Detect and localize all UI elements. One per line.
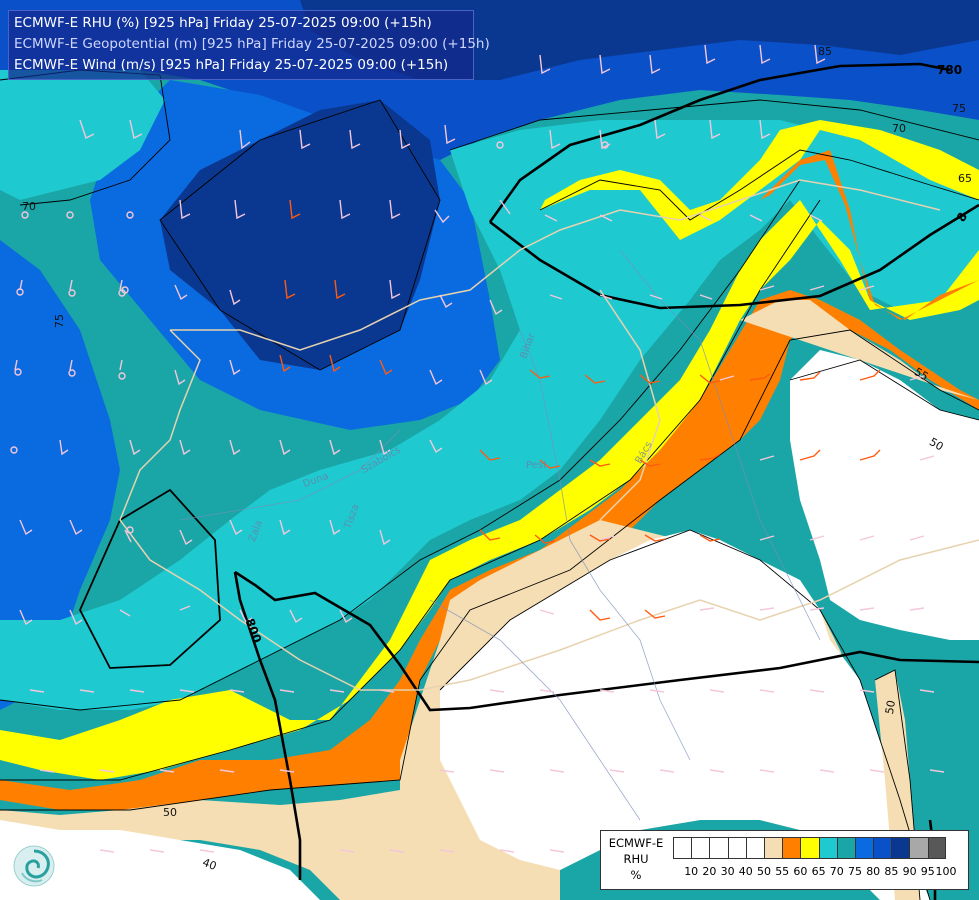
legend-swatch-30 (709, 837, 728, 859)
rhu-label-55-top: 55 (790, 18, 804, 31)
legend-swatch-95 (909, 837, 928, 859)
rhu-fill-nw-cyan (0, 70, 165, 200)
ecmwf-swirl-logo-icon (12, 843, 56, 889)
legend-tick-40: 40 (738, 865, 753, 878)
title-wind: ECMWF-E Wind (m/s) [925 hPa] Friday 25-0… (14, 57, 449, 73)
legend-caption-model: ECMWF-E (608, 836, 664, 850)
legend-swatch-60 (782, 837, 801, 859)
legend-swatch-65 (800, 837, 819, 859)
rhu-fill-white-sw (0, 820, 320, 900)
rhu-label-65-ne: 65 (958, 172, 972, 185)
legend-swatch-70 (818, 837, 837, 859)
legend-tick-95: 95 (920, 865, 935, 878)
wind-barbs (10, 44, 945, 853)
legend-tick-100: 100 (935, 865, 957, 878)
rhu-fill-white-east (790, 350, 979, 640)
title-geopotential: ECMWF-E Geopotential (m) [925 hPa] Frida… (14, 36, 490, 52)
rivers (179, 249, 821, 821)
rhu-label-50-sw: 50 (163, 806, 177, 819)
rhu-label-50-s: 50 (883, 699, 898, 715)
legend-tick-labels: 10 20 30 40 50 55 60 65 70 75 80 85 90 95 100 (673, 865, 973, 879)
legend-swatch-50 (745, 837, 764, 859)
geopotential-label-780: 780 (937, 63, 962, 77)
rhu-fill-west-blue (0, 240, 120, 710)
legend-tick-10: 10 (684, 865, 699, 878)
rhu-label-75-w: 75 (53, 314, 66, 328)
legend-tick-20: 20 (702, 865, 717, 878)
legend-tick-50: 50 (757, 865, 771, 878)
legend-tick-60: 60 (793, 865, 808, 878)
rhu-label-40: 40 (201, 856, 219, 873)
legend-tick-65: 65 (811, 865, 826, 878)
legend-tick-30: 30 (720, 865, 735, 878)
geopotential-800-west-line (233, 571, 302, 880)
rhu-fill-yellow (0, 120, 979, 780)
legend-caption-variable: RHU (623, 852, 649, 866)
rhu-label-70-ne: 70 (892, 122, 906, 135)
place-label-pest: Pest (526, 460, 547, 471)
geopotential-780-line (488, 62, 951, 223)
legend-swatch-10 (673, 837, 692, 859)
geopotential-780-lower-line (489, 203, 979, 310)
rhu-label-85: 85 (818, 45, 832, 58)
legend-swatch-80 (854, 837, 874, 859)
legend-swatch-100 (927, 837, 946, 859)
legend-caption: ECMWF-E RHU % (603, 835, 669, 883)
rhu-fill-white-south (440, 530, 930, 900)
legend-swatch-40 (727, 837, 746, 859)
legend-swatch-20 (691, 837, 710, 859)
rhu-contour-label-group: 85 75 70 65 70 75 55 50 50 50 40 55 (22, 18, 972, 873)
geopotential-800-line (234, 570, 979, 712)
rhu-label-70-nw: 70 (22, 200, 36, 213)
legend-swatch-55 (763, 837, 783, 859)
rhu-fill-dark-core (160, 100, 440, 370)
legend-swatch-90 (891, 837, 910, 859)
legend-swatch-85 (873, 837, 892, 859)
legend-tick-70: 70 (829, 865, 844, 878)
geopotential-contours (233, 62, 979, 900)
country-borders (119, 179, 979, 691)
rhu-label-55-e: 55 (912, 365, 931, 383)
rhu-label-50-e: 50 (927, 435, 946, 453)
legend-color-bar (673, 837, 946, 859)
rhu-fill-mid-cyan (0, 120, 979, 710)
legend-tick-85: 85 (884, 865, 899, 878)
legend-swatch-75 (836, 837, 855, 859)
legend-tick-90: 90 (902, 865, 917, 878)
rhu-label-75-ne: 75 (952, 102, 966, 115)
legend-tick-55: 55 (775, 865, 790, 878)
legend-tick-75: 75 (848, 865, 862, 878)
title-rhu: ECMWF-E RHU (%) [925 hPa] Friday 25-07-2… (14, 15, 432, 31)
legend-tick-80: 80 (866, 865, 881, 878)
map-title-box: ECMWF-E RHU (%) [925 hPa] Friday 25-07-2… (8, 10, 490, 80)
rhu-legend: ECMWF-E RHU % 10 20 30 40 50 55 60 65 70 75 80 85 90… (600, 830, 969, 890)
legend-caption-unit: % (630, 868, 642, 882)
